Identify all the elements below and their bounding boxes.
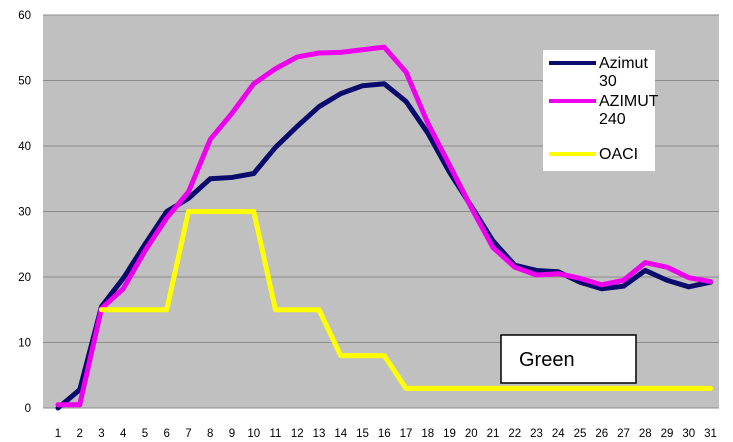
y-tick-label: 20 bbox=[18, 272, 31, 284]
legend-label-azimut-240: AZIMUT bbox=[599, 93, 659, 110]
y-tick-label: 60 bbox=[18, 10, 31, 22]
x-tick-label: 2 bbox=[77, 428, 83, 440]
x-tick-label: 3 bbox=[98, 428, 104, 440]
x-tick-label: 31 bbox=[704, 428, 717, 440]
x-tick-label: 11 bbox=[270, 428, 282, 440]
y-tick-label: 10 bbox=[18, 338, 31, 350]
legend-label-azimut-30: 30 bbox=[599, 73, 617, 90]
x-tick-label: 27 bbox=[617, 428, 630, 440]
x-tick-label: 7 bbox=[185, 428, 191, 440]
x-tick-label: 22 bbox=[508, 428, 521, 440]
x-tick-label: 17 bbox=[400, 428, 413, 440]
x-tick-label: 24 bbox=[552, 428, 565, 440]
x-tick-label: 6 bbox=[164, 428, 170, 440]
x-tick-label: 28 bbox=[639, 428, 652, 440]
series-line-azimut-30 bbox=[55, 81, 713, 411]
x-tick-label: 29 bbox=[661, 428, 674, 440]
series-lines bbox=[55, 44, 713, 411]
x-tick-label: 10 bbox=[247, 428, 260, 440]
series-line-oaci bbox=[99, 209, 713, 391]
green-annotation: Green bbox=[500, 334, 637, 384]
legend-label-azimut-240: 240 bbox=[599, 111, 626, 128]
y-tick-label: 40 bbox=[18, 141, 31, 153]
annotation-box bbox=[500, 334, 637, 384]
y-tick-label: 0 bbox=[25, 403, 31, 415]
x-tick-label: 12 bbox=[291, 428, 304, 440]
x-tick-label: 8 bbox=[207, 428, 213, 440]
x-tick-label: 4 bbox=[120, 428, 127, 440]
x-tick-label: 20 bbox=[465, 428, 478, 440]
legend-label-azimut-30: Azimut bbox=[599, 55, 648, 72]
x-tick-label: 18 bbox=[421, 428, 434, 440]
y-axis-ticks: 0 10 20 30 40 50 60 bbox=[18, 10, 31, 415]
legend-box bbox=[543, 50, 655, 171]
x-tick-label: 26 bbox=[595, 428, 608, 440]
series-line-azimut-240 bbox=[55, 44, 713, 408]
annotation-label: Green bbox=[519, 349, 575, 371]
x-tick-label: 19 bbox=[443, 428, 456, 440]
x-tick-label: 5 bbox=[142, 428, 148, 440]
x-tick-label: 16 bbox=[378, 428, 391, 440]
x-tick-label: 13 bbox=[313, 428, 326, 440]
x-tick-label: 1 bbox=[55, 428, 61, 440]
x-tick-label: 21 bbox=[487, 428, 500, 440]
x-tick-label: 30 bbox=[682, 428, 695, 440]
y-tick-label: 50 bbox=[18, 76, 31, 88]
x-tick-label: 25 bbox=[574, 428, 587, 440]
legend-label-oaci: OACI bbox=[599, 146, 638, 163]
x-tick-label: 15 bbox=[356, 428, 369, 440]
y-tick-label: 30 bbox=[18, 207, 31, 219]
x-tick-label: 23 bbox=[530, 428, 543, 440]
x-axis-ticks: 1 2 3 4 5 6 7 8 9 10 11 12 13 14 15 16 17 18 19 20 21 22 23 24 2… bbox=[55, 428, 717, 440]
x-tick-label: 14 bbox=[334, 428, 347, 440]
x-tick-label: 9 bbox=[229, 428, 235, 440]
